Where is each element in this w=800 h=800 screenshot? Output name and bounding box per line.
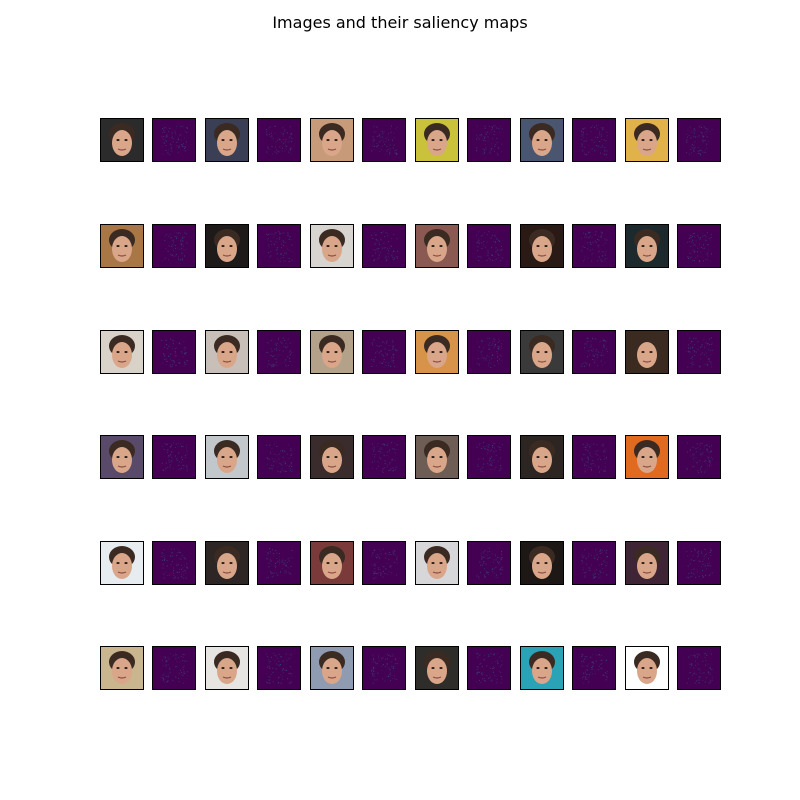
- saliency-map: [467, 330, 511, 374]
- saliency-map: [152, 330, 196, 374]
- face-image: [205, 224, 249, 268]
- face-image: [625, 330, 669, 374]
- saliency-map: [572, 435, 616, 479]
- saliency-map: [467, 118, 511, 162]
- saliency-map: [467, 541, 511, 585]
- saliency-map: [152, 224, 196, 268]
- face-image: [310, 224, 354, 268]
- face-image: [415, 330, 459, 374]
- saliency-map: [677, 224, 721, 268]
- saliency-map: [257, 541, 301, 585]
- face-image: [100, 646, 144, 690]
- face-image: [100, 330, 144, 374]
- face-image: [205, 330, 249, 374]
- face-image: [415, 435, 459, 479]
- saliency-map: [257, 330, 301, 374]
- saliency-map: [677, 118, 721, 162]
- saliency-map: [572, 224, 616, 268]
- saliency-map: [467, 646, 511, 690]
- face-image: [310, 541, 354, 585]
- saliency-map: [677, 435, 721, 479]
- saliency-map: [362, 541, 406, 585]
- saliency-map: [572, 541, 616, 585]
- saliency-map: [257, 224, 301, 268]
- face-image: [205, 435, 249, 479]
- saliency-map: [152, 646, 196, 690]
- face-image: [205, 541, 249, 585]
- face-image: [100, 541, 144, 585]
- face-image: [310, 330, 354, 374]
- face-image: [625, 541, 669, 585]
- face-image: [625, 646, 669, 690]
- saliency-map: [572, 646, 616, 690]
- face-image: [520, 646, 564, 690]
- face-image: [415, 118, 459, 162]
- face-image: [520, 541, 564, 585]
- saliency-map: [362, 646, 406, 690]
- face-image: [205, 646, 249, 690]
- saliency-map: [152, 541, 196, 585]
- saliency-map: [467, 435, 511, 479]
- face-image: [415, 646, 459, 690]
- saliency-map: [152, 435, 196, 479]
- face-image: [100, 435, 144, 479]
- face-image: [205, 118, 249, 162]
- figure-title: Images and their saliency maps: [272, 13, 528, 32]
- face-image: [310, 435, 354, 479]
- face-image: [625, 224, 669, 268]
- saliency-map: [677, 646, 721, 690]
- saliency-map: [152, 118, 196, 162]
- saliency-map: [362, 330, 406, 374]
- saliency-map: [257, 646, 301, 690]
- face-image: [415, 541, 459, 585]
- face-image: [415, 224, 459, 268]
- face-image: [520, 224, 564, 268]
- face-image: [310, 118, 354, 162]
- saliency-map: [677, 330, 721, 374]
- saliency-map: [362, 118, 406, 162]
- saliency-map: [677, 541, 721, 585]
- saliency-map: [257, 118, 301, 162]
- saliency-map: [467, 224, 511, 268]
- face-image: [100, 224, 144, 268]
- face-image: [520, 330, 564, 374]
- face-image: [100, 118, 144, 162]
- saliency-map: [362, 435, 406, 479]
- saliency-map: [572, 330, 616, 374]
- face-image: [310, 646, 354, 690]
- saliency-map: [362, 224, 406, 268]
- face-image: [625, 435, 669, 479]
- face-image: [520, 435, 564, 479]
- saliency-map: [257, 435, 301, 479]
- face-image: [625, 118, 669, 162]
- face-image: [520, 118, 564, 162]
- saliency-map: [572, 118, 616, 162]
